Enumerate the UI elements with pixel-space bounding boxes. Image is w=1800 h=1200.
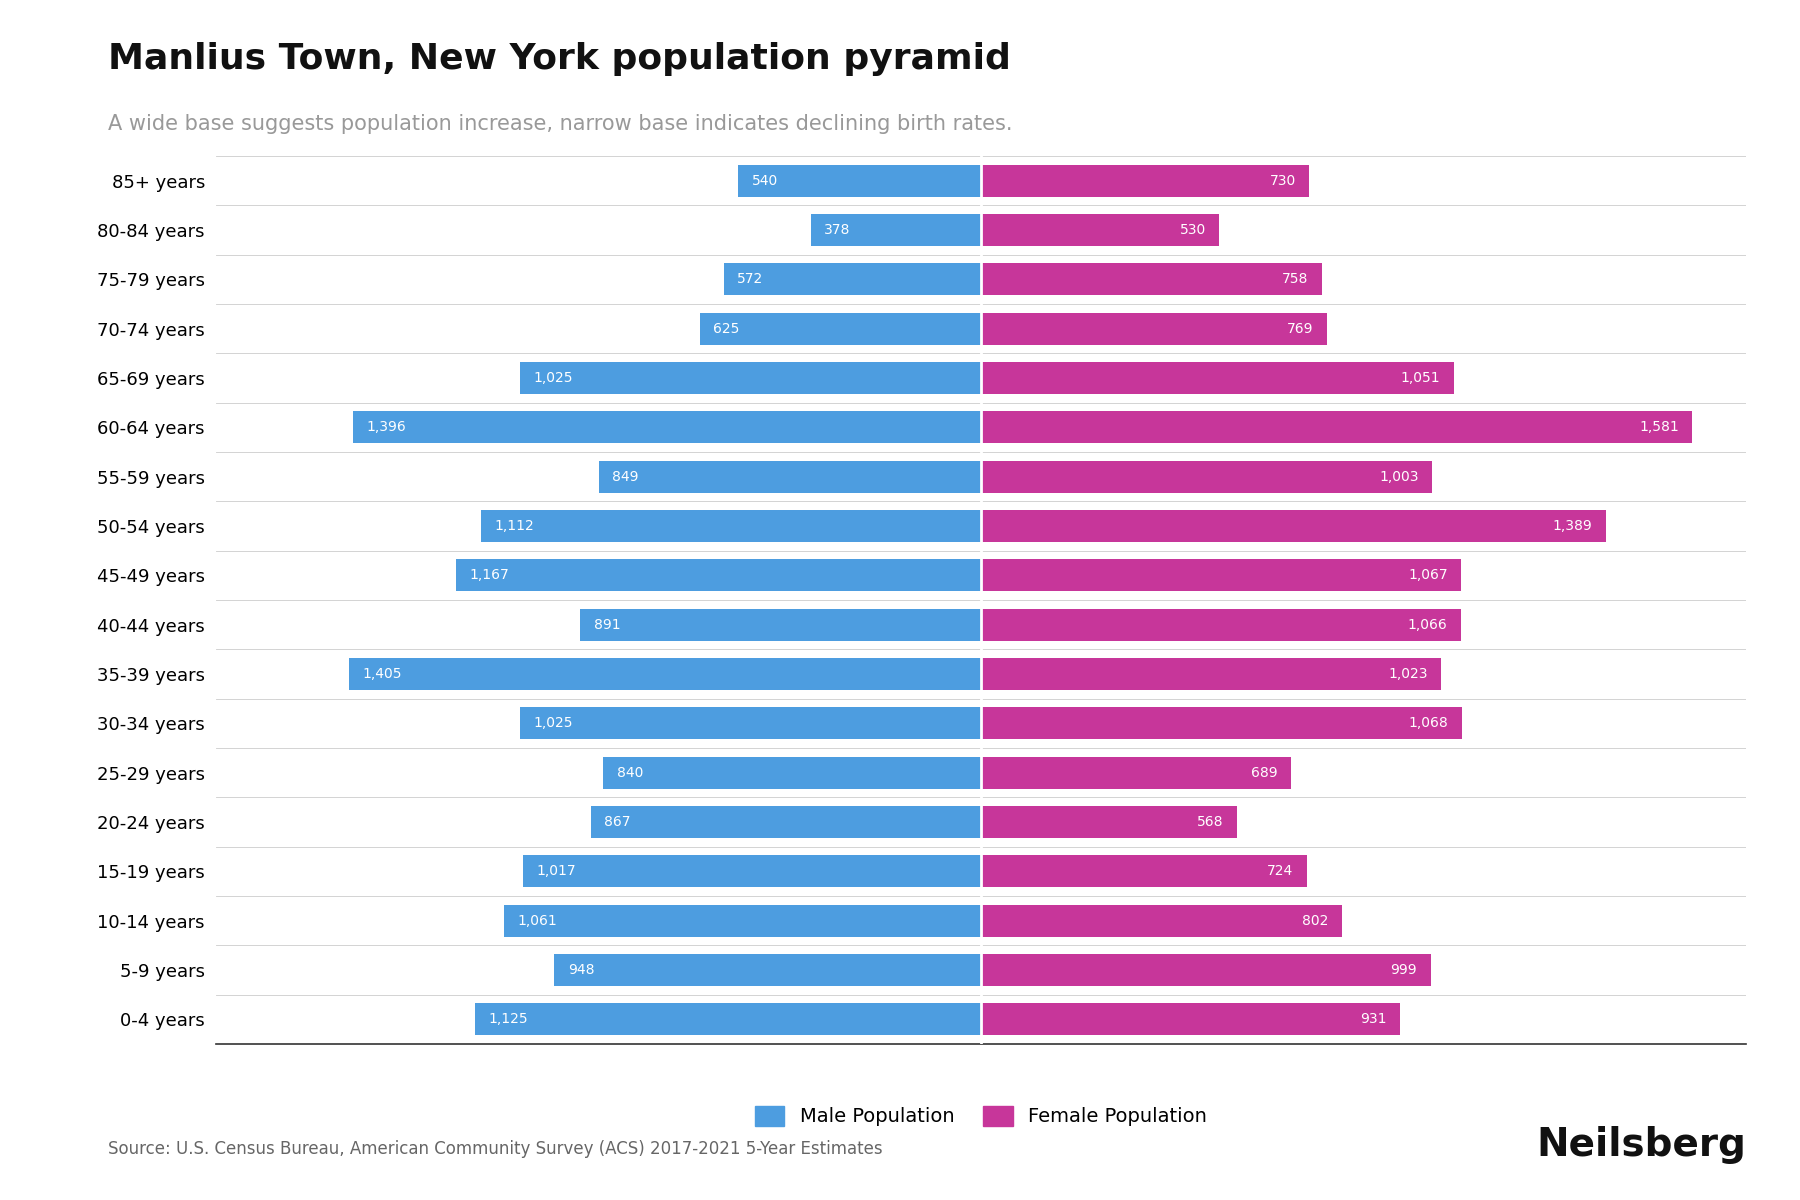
Text: 568: 568 bbox=[1197, 815, 1224, 829]
Text: 867: 867 bbox=[605, 815, 630, 829]
Text: 1,067: 1,067 bbox=[1408, 569, 1447, 582]
Text: 948: 948 bbox=[567, 962, 594, 977]
Text: 999: 999 bbox=[1390, 962, 1417, 977]
Text: 1,025: 1,025 bbox=[533, 371, 572, 385]
Text: Manlius Town, New York population pyramid: Manlius Town, New York population pyrami… bbox=[108, 42, 1012, 76]
Bar bbox=[455, 559, 981, 592]
Text: 1,066: 1,066 bbox=[1408, 618, 1447, 631]
Text: 1,023: 1,023 bbox=[1388, 667, 1427, 680]
Bar bbox=[524, 856, 981, 887]
Text: 1,003: 1,003 bbox=[1379, 469, 1418, 484]
Text: 1,112: 1,112 bbox=[493, 520, 535, 533]
Bar bbox=[981, 510, 1606, 542]
Bar bbox=[590, 806, 981, 838]
Bar bbox=[981, 806, 1237, 838]
Bar bbox=[700, 313, 981, 344]
Text: 1,405: 1,405 bbox=[362, 667, 401, 680]
Text: 1,167: 1,167 bbox=[470, 569, 509, 582]
Bar bbox=[981, 905, 1341, 937]
Bar bbox=[981, 856, 1307, 887]
Text: 849: 849 bbox=[612, 469, 639, 484]
Text: 378: 378 bbox=[824, 223, 851, 238]
Bar bbox=[481, 510, 981, 542]
Bar bbox=[810, 214, 981, 246]
Text: 758: 758 bbox=[1282, 272, 1309, 287]
Text: 1,025: 1,025 bbox=[533, 716, 572, 731]
Text: 730: 730 bbox=[1269, 174, 1296, 187]
Text: 572: 572 bbox=[738, 272, 763, 287]
Bar bbox=[981, 313, 1327, 344]
Text: Neilsberg: Neilsberg bbox=[1535, 1126, 1746, 1164]
Text: Source: U.S. Census Bureau, American Community Survey (ACS) 2017-2021 5-Year Est: Source: U.S. Census Bureau, American Com… bbox=[108, 1140, 882, 1158]
Text: 1,389: 1,389 bbox=[1553, 520, 1593, 533]
Text: 724: 724 bbox=[1267, 864, 1292, 878]
Text: 540: 540 bbox=[751, 174, 778, 187]
Bar bbox=[504, 905, 981, 937]
Text: 530: 530 bbox=[1179, 223, 1206, 238]
Bar bbox=[353, 412, 981, 443]
Bar bbox=[520, 707, 981, 739]
Bar bbox=[520, 362, 981, 394]
Bar bbox=[981, 954, 1431, 986]
Text: 1,125: 1,125 bbox=[488, 1013, 527, 1026]
Legend: Male Population, Female Population: Male Population, Female Population bbox=[747, 1098, 1215, 1134]
Text: 1,581: 1,581 bbox=[1640, 420, 1679, 434]
Text: 1,068: 1,068 bbox=[1408, 716, 1447, 731]
Bar bbox=[724, 263, 981, 295]
Bar bbox=[981, 559, 1462, 592]
Bar bbox=[981, 1003, 1400, 1036]
Bar bbox=[554, 954, 981, 986]
Bar bbox=[981, 461, 1433, 493]
Bar bbox=[599, 461, 981, 493]
Bar bbox=[981, 757, 1291, 788]
Text: 1,051: 1,051 bbox=[1400, 371, 1440, 385]
Bar bbox=[349, 658, 981, 690]
Bar bbox=[475, 1003, 981, 1036]
Text: 1,396: 1,396 bbox=[367, 420, 407, 434]
Bar bbox=[981, 412, 1692, 443]
Text: 769: 769 bbox=[1287, 322, 1314, 336]
Bar bbox=[603, 757, 981, 788]
Text: A wide base suggests population increase, narrow base indicates declining birth : A wide base suggests population increase… bbox=[108, 114, 1012, 134]
Bar bbox=[981, 707, 1462, 739]
Bar bbox=[981, 263, 1321, 295]
Text: 689: 689 bbox=[1251, 766, 1278, 780]
Text: 625: 625 bbox=[713, 322, 740, 336]
Bar bbox=[981, 658, 1442, 690]
Bar bbox=[981, 362, 1454, 394]
Bar bbox=[981, 214, 1219, 246]
Text: 1,061: 1,061 bbox=[517, 913, 556, 928]
Text: 891: 891 bbox=[594, 618, 621, 631]
Text: 802: 802 bbox=[1301, 913, 1328, 928]
Text: 840: 840 bbox=[616, 766, 643, 780]
Text: 1,017: 1,017 bbox=[536, 864, 576, 878]
Text: 931: 931 bbox=[1361, 1013, 1386, 1026]
Bar bbox=[981, 608, 1460, 641]
Bar bbox=[981, 164, 1309, 197]
Bar bbox=[738, 164, 981, 197]
Bar bbox=[580, 608, 981, 641]
